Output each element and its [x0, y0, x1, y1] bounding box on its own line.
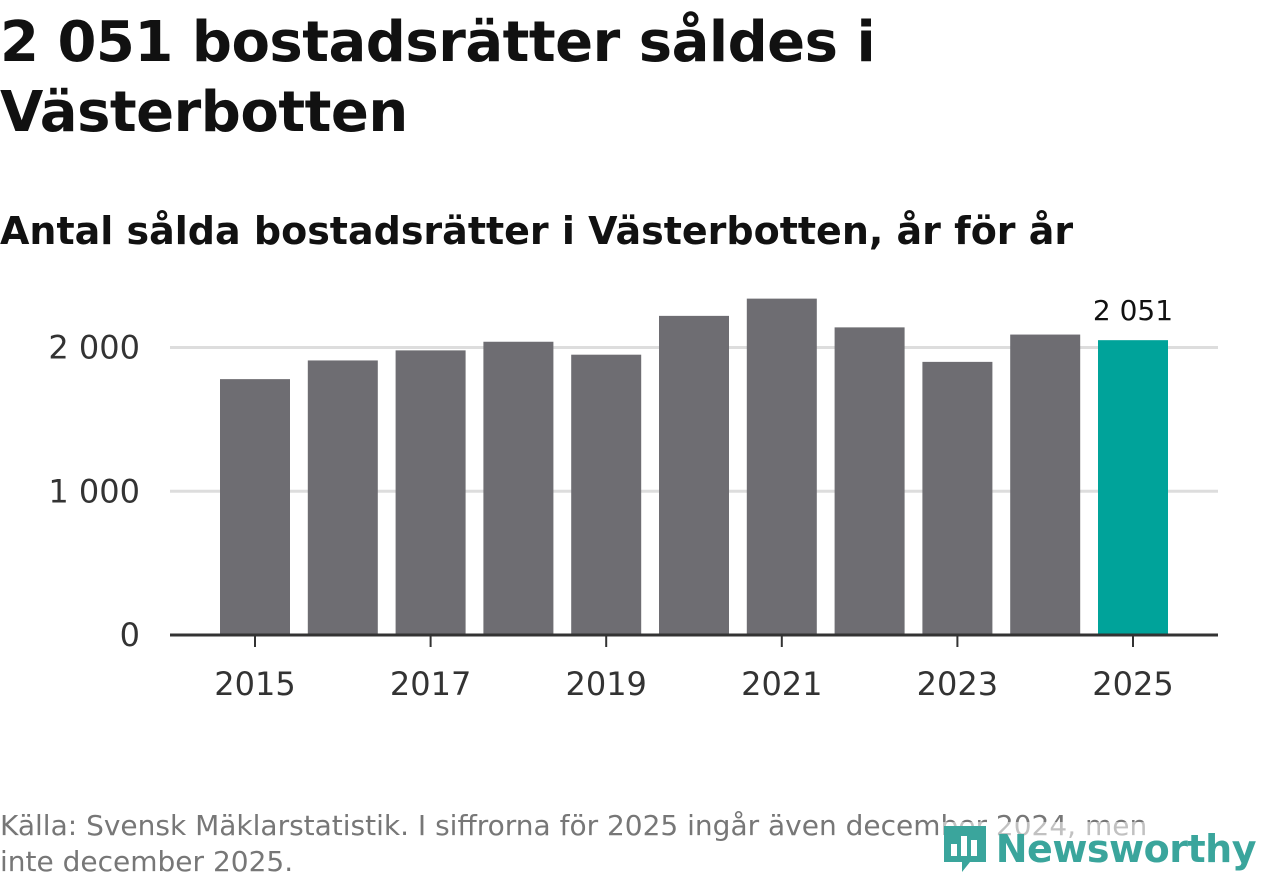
x-tick-label: 2019: [565, 665, 646, 703]
x-tick-label: 2015: [214, 665, 295, 703]
bar-highlight: [1098, 340, 1168, 635]
page-title: 2 051 bostadsrätter såldes i Västerbotte…: [0, 10, 876, 145]
y-tick-label: 0: [120, 616, 140, 654]
newsworthy-logo: Newsworthy: [937, 822, 1257, 876]
bar: [483, 341, 554, 635]
x-tick-label: 2023: [917, 665, 998, 703]
chart-subtitle: Antal sålda bostadsrätter i Västerbotten…: [0, 209, 1074, 253]
bar: [395, 350, 466, 635]
y-tick-label: 2 000: [48, 329, 140, 367]
data-label: 2 051: [1093, 294, 1173, 327]
newsworthy-chart-icon: [943, 826, 986, 872]
bar: [1010, 334, 1081, 635]
logo-text: Newsworthy: [995, 827, 1257, 871]
x-tick-label: 2017: [390, 665, 471, 703]
y-tick-label: 1 000: [48, 472, 140, 510]
bar: [746, 298, 817, 635]
x-tick-label: 2025: [1092, 665, 1173, 703]
bar-chart: 0 1 000 2 000 2 051 2015 2017 2019 2021 2023 2025: [48, 294, 1218, 703]
bar: [220, 379, 290, 635]
bar: [922, 361, 993, 635]
bar: [307, 360, 378, 635]
x-tick-label: 2021: [741, 665, 822, 703]
bar: [834, 327, 905, 635]
bar: [659, 315, 729, 635]
bar: [571, 354, 642, 635]
